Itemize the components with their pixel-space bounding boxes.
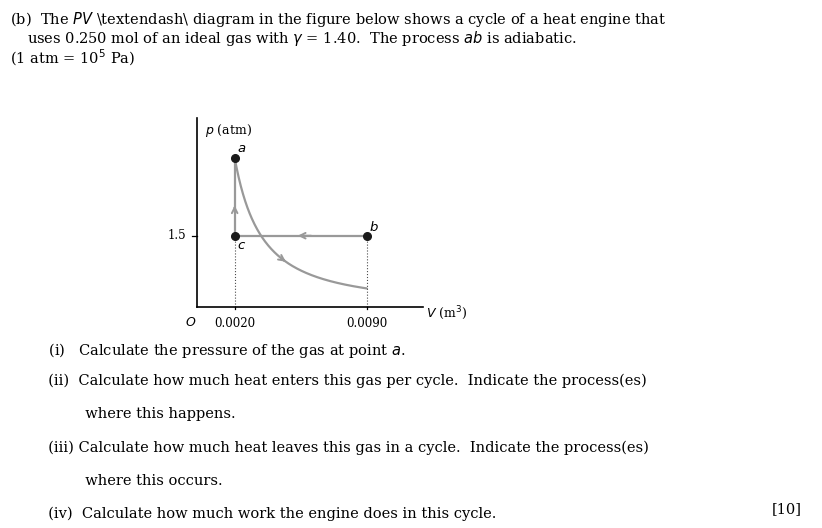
Text: $V$ (m$^3$): $V$ (m$^3$) — [426, 305, 467, 323]
Text: $b$: $b$ — [369, 220, 379, 234]
Text: (ii)  Calculate how much heat enters this gas per cycle.  Indicate the process(e: (ii) Calculate how much heat enters this… — [39, 374, 647, 388]
Text: where this occurs.: where this occurs. — [39, 474, 223, 488]
Text: (1 atm = 10$^5$ Pa): (1 atm = 10$^5$ Pa) — [10, 48, 135, 68]
Text: (b)  The $PV$ \textendash\ diagram in the figure below shows a cycle of a heat e: (b) The $PV$ \textendash\ diagram in the… — [10, 10, 666, 29]
Text: 0.0020: 0.0020 — [214, 317, 256, 331]
Text: $a$: $a$ — [237, 142, 246, 155]
Text: (i)   Calculate the pressure of the gas at point $a$.: (i) Calculate the pressure of the gas at… — [39, 341, 406, 360]
Text: 0.0090: 0.0090 — [346, 317, 387, 331]
Text: uses 0.250 mol of an ideal gas with $\gamma$ = 1.40.  The process $ab$ is adiaba: uses 0.250 mol of an ideal gas with $\ga… — [27, 29, 577, 48]
Text: [10]: [10] — [772, 502, 801, 516]
Text: $c$: $c$ — [237, 240, 246, 252]
Text: (iv)  Calculate how much work the engine does in this cycle.: (iv) Calculate how much work the engine … — [39, 507, 496, 521]
Text: where this happens.: where this happens. — [39, 407, 236, 421]
Text: (iii) Calculate how much heat leaves this gas in a cycle.  Indicate the process(: (iii) Calculate how much heat leaves thi… — [39, 440, 649, 455]
Text: $O$: $O$ — [185, 316, 196, 329]
Text: $p$ (atm): $p$ (atm) — [206, 122, 252, 139]
Text: 1.5: 1.5 — [168, 229, 187, 242]
